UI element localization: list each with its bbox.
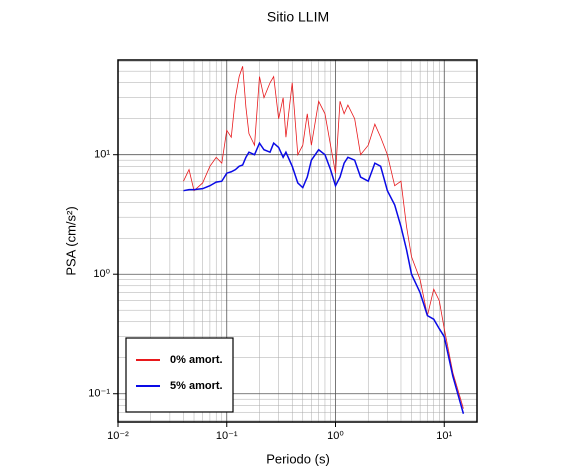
- series-line: [183, 66, 464, 409]
- y-axis-label: PSA (cm/s²): [63, 206, 78, 275]
- x-axis-label: Periodo (s): [266, 451, 330, 466]
- x-tick-label: 10¹: [436, 430, 452, 442]
- y-tick-label: 10⁻¹: [88, 388, 110, 400]
- y-tick-label: 10⁰: [93, 268, 110, 280]
- legend-box: [125, 337, 234, 413]
- x-tick-label: 10⁰: [327, 430, 344, 442]
- chart-title: Sitio LLIM: [267, 9, 329, 25]
- legend-label: 5% amort.: [170, 380, 223, 392]
- y-tick-label: 10¹: [94, 149, 110, 161]
- x-tick-label: 10⁻²: [107, 430, 129, 442]
- plot-frame: [117, 59, 478, 423]
- x-tick-label: 10⁻¹: [216, 430, 238, 442]
- legend-label: 0% amort.: [170, 354, 223, 366]
- series-line: [183, 141, 465, 414]
